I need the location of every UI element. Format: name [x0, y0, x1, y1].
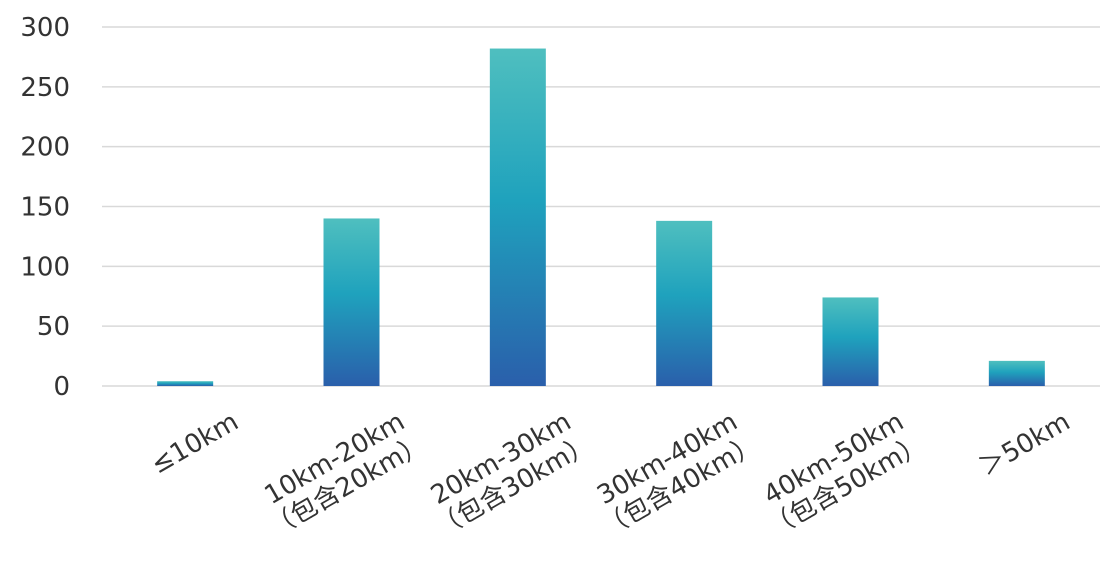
gridlines	[102, 26, 1100, 387]
y-tick-label: 50	[37, 312, 70, 342]
bar-4	[822, 297, 879, 386]
y-tick-label: 250	[20, 73, 70, 103]
category-label-group: 20km-30km（包含30km）	[426, 407, 598, 544]
category-label-group: 40km-50km（包含50km）	[759, 407, 931, 544]
category-label-group: ＞50km	[974, 407, 1075, 483]
y-tick-label: 200	[20, 133, 70, 163]
category-label-group: ≤10km	[146, 407, 244, 481]
category-label-group: 10km-20km（包含20km）	[260, 407, 432, 544]
x-axis-category-labels: ≤10km 10km-20km（包含20km）20km-30km（包含30km）3…	[146, 407, 1075, 544]
bars	[157, 48, 1045, 386]
y-tick-label: 150	[20, 193, 70, 223]
x-category-label: ＞50km	[974, 407, 1075, 483]
bar-0	[157, 381, 214, 386]
bar-1	[323, 218, 380, 386]
x-category-label: ≤10km	[146, 407, 244, 481]
y-axis-tick-labels: 0 50 100 150 200 250 300	[20, 13, 70, 402]
y-tick-label: 0	[53, 372, 70, 402]
y-tick-label: 300	[20, 13, 70, 43]
bar-3	[656, 220, 713, 386]
bar-5	[988, 360, 1045, 386]
bar-2	[489, 48, 546, 386]
category-label-group: 30km-40km（包含40km）	[592, 407, 764, 544]
y-tick-label: 100	[20, 252, 70, 282]
